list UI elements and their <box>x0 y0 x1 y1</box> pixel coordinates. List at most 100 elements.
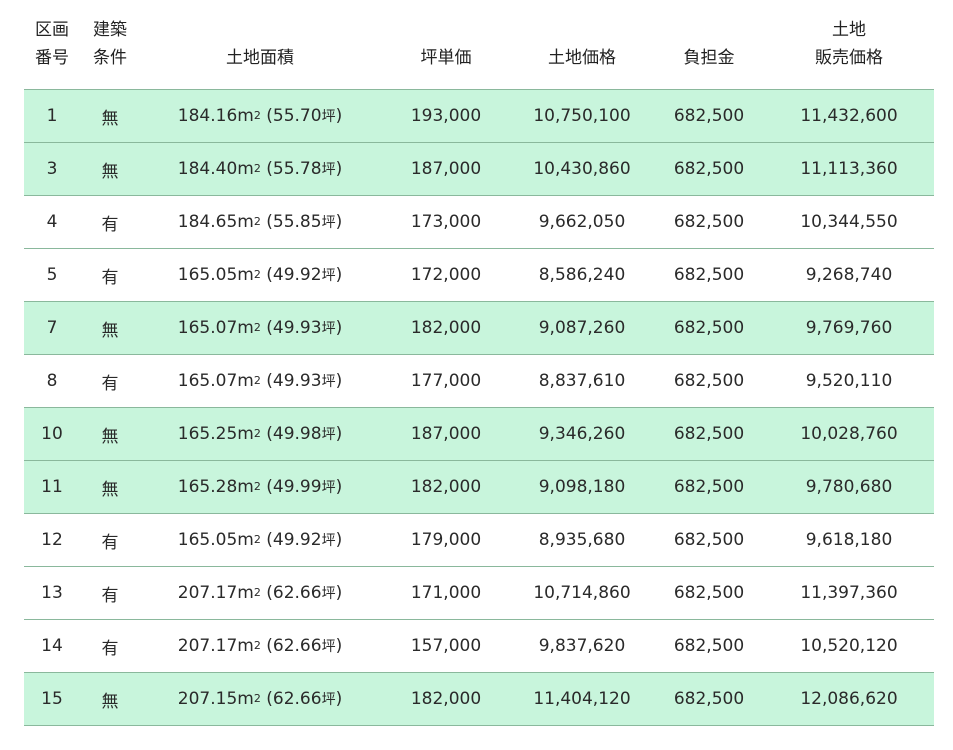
header-lot-number-line1: 区画 <box>35 20 69 40</box>
area-tsubo: 49.93 <box>272 371 322 391</box>
area-tsubo: 62.66 <box>272 636 322 656</box>
cell-build-condition: 有 <box>101 532 119 553</box>
cell-unit-price: 182,000 <box>410 477 482 497</box>
unit-sqm: m <box>237 371 254 391</box>
area-sqm: 207.17 <box>177 583 238 603</box>
cell-build-condition: 無 <box>101 320 119 341</box>
table-row: 8 有 165.07 m 2 (49.93 坪) 177,000 8,837,610 682,5… <box>24 354 934 407</box>
header-total-line2: 販売価格 <box>815 48 883 68</box>
header-build-condition-line1: 建築 <box>93 20 127 40</box>
cell-land-area: 165.07 m 2 (49.93 坪) <box>177 371 343 391</box>
unit-sqm: m <box>237 477 254 497</box>
unit-tsubo: 坪 <box>321 109 336 125</box>
area-tsubo: 49.99 <box>272 477 322 497</box>
table-row: 7 無 165.07 m 2 (49.93 坪) 182,000 9,087,260 682,5… <box>24 301 934 354</box>
cell-fee: 682,500 <box>673 689 745 709</box>
area-tsubo: 49.92 <box>272 530 322 550</box>
cell-lot-number: 12 <box>41 530 63 550</box>
cell-unit-price: 173,000 <box>410 212 482 232</box>
cell-build-condition: 有 <box>101 638 119 659</box>
cell-land-area: 184.40 m 2 (55.78 坪) <box>177 159 343 179</box>
cell-total-price: 11,432,600 <box>800 106 898 126</box>
cell-lot-number: 4 <box>46 212 58 232</box>
area-sqm: 207.17 <box>177 636 238 656</box>
cell-build-condition: 有 <box>101 585 119 606</box>
cell-land-area: 207.17 m 2 (62.66 坪) <box>177 583 343 603</box>
cell-land-price: 8,935,680 <box>538 530 626 550</box>
table-row: 13 有 207.17 m 2 (62.66 坪) 171,000 10,714,860 682… <box>24 566 934 619</box>
cell-total-price: 9,769,760 <box>805 318 893 338</box>
cell-land-price: 8,837,610 <box>538 371 626 391</box>
cell-fee: 682,500 <box>673 318 745 338</box>
area-tsubo: 49.98 <box>272 424 322 444</box>
unit-sqm: m <box>237 424 254 444</box>
cell-total-price: 10,520,120 <box>800 636 898 656</box>
unit-tsubo: 坪 <box>321 374 336 390</box>
unit-sqm: m <box>237 583 254 603</box>
cell-total-price: 11,397,360 <box>800 583 898 603</box>
cell-fee: 682,500 <box>673 530 745 550</box>
cell-land-area: 165.25 m 2 (49.98 坪) <box>177 424 343 444</box>
header-lot-number-line2: 番号 <box>35 48 69 68</box>
cell-unit-price: 187,000 <box>410 159 482 179</box>
area-sqm: 165.28 <box>177 477 238 497</box>
area-sqm: 184.65 <box>177 212 238 232</box>
cell-lot-number: 5 <box>46 265 58 285</box>
area-tsubo: 49.92 <box>272 265 322 285</box>
cell-build-condition: 有 <box>101 373 119 394</box>
cell-build-condition: 無 <box>101 479 119 500</box>
area-sqm: 165.05 <box>177 265 238 285</box>
header-total-line1: 土地 <box>832 20 866 40</box>
table-row: 4 有 184.65 m 2 (55.85 坪) 173,000 9,662,050 682,5… <box>24 195 934 248</box>
cell-total-price: 9,618,180 <box>805 530 893 550</box>
cell-lot-number: 7 <box>46 318 58 338</box>
unit-sqm: m <box>237 265 254 285</box>
cell-total-price: 12,086,620 <box>800 689 898 709</box>
unit-tsubo: 坪 <box>321 533 336 549</box>
cell-lot-number: 1 <box>46 106 58 126</box>
area-tsubo: 55.70 <box>272 106 322 126</box>
cell-unit-price: 193,000 <box>410 106 482 126</box>
cell-land-area: 165.07 m 2 (49.93 坪) <box>177 318 343 338</box>
unit-tsubo: 坪 <box>321 427 336 443</box>
cell-fee: 682,500 <box>673 583 745 603</box>
cell-unit-price: 179,000 <box>410 530 482 550</box>
unit-sqm: m <box>237 212 254 232</box>
table-row: 11 無 165.28 m 2 (49.99 坪) 182,000 9,098,180 682,… <box>24 460 934 513</box>
cell-land-price: 9,346,260 <box>538 424 626 444</box>
cell-lot-number: 3 <box>46 159 58 179</box>
unit-tsubo: 坪 <box>321 162 336 178</box>
table-row: 3 無 184.40 m 2 (55.78 坪) 187,000 10,430,860 682,… <box>24 142 934 195</box>
header-total-price: 土地 販売価格 <box>764 16 934 72</box>
table-body: 1 無 184.16 m 2 (55.70 坪) 193,000 10,750,100 682,… <box>24 89 934 726</box>
unit-tsubo: 坪 <box>321 639 336 655</box>
cell-build-condition: 有 <box>101 214 119 235</box>
area-sqm: 165.07 <box>177 371 238 391</box>
unit-tsubo: 坪 <box>321 692 336 708</box>
cell-land-area: 165.28 m 2 (49.99 坪) <box>177 477 343 497</box>
area-tsubo: 62.66 <box>272 583 322 603</box>
unit-sqm: m <box>237 689 254 709</box>
cell-lot-number: 15 <box>41 689 63 709</box>
cell-lot-number: 10 <box>41 424 63 444</box>
table-row: 12 有 165.05 m 2 (49.92 坪) 179,000 8,935,680 682,… <box>24 513 934 566</box>
cell-build-condition: 無 <box>101 108 119 129</box>
table-row: 10 無 165.25 m 2 (49.98 坪) 187,000 9,346,260 682,… <box>24 407 934 460</box>
unit-tsubo: 坪 <box>321 480 336 496</box>
cell-total-price: 11,113,360 <box>800 159 898 179</box>
unit-tsubo: 坪 <box>321 586 336 602</box>
cell-land-area: 184.16 m 2 (55.70 坪) <box>177 106 343 126</box>
header-land-area: 土地面積 <box>226 48 294 68</box>
table-row: 14 有 207.17 m 2 (62.66 坪) 157,000 9,837,620 682,… <box>24 619 934 672</box>
area-sqm: 184.16 <box>177 106 238 126</box>
area-sqm: 165.05 <box>177 530 238 550</box>
unit-tsubo: 坪 <box>321 215 336 231</box>
cell-fee: 682,500 <box>673 106 745 126</box>
cell-total-price: 10,344,550 <box>800 212 898 232</box>
area-tsubo: 55.78 <box>272 159 322 179</box>
lot-price-table: 区画 番号 建築 条件 土地面積 坪単価 土地価格 負担金 土地 販売価格 1 無… <box>24 0 934 726</box>
cell-land-price: 10,714,860 <box>533 583 631 603</box>
cell-total-price: 9,780,680 <box>805 477 893 497</box>
table-header: 区画 番号 建築 条件 土地面積 坪単価 土地価格 負担金 土地 販売価格 <box>24 0 934 89</box>
header-fee: 負担金 <box>683 48 735 68</box>
